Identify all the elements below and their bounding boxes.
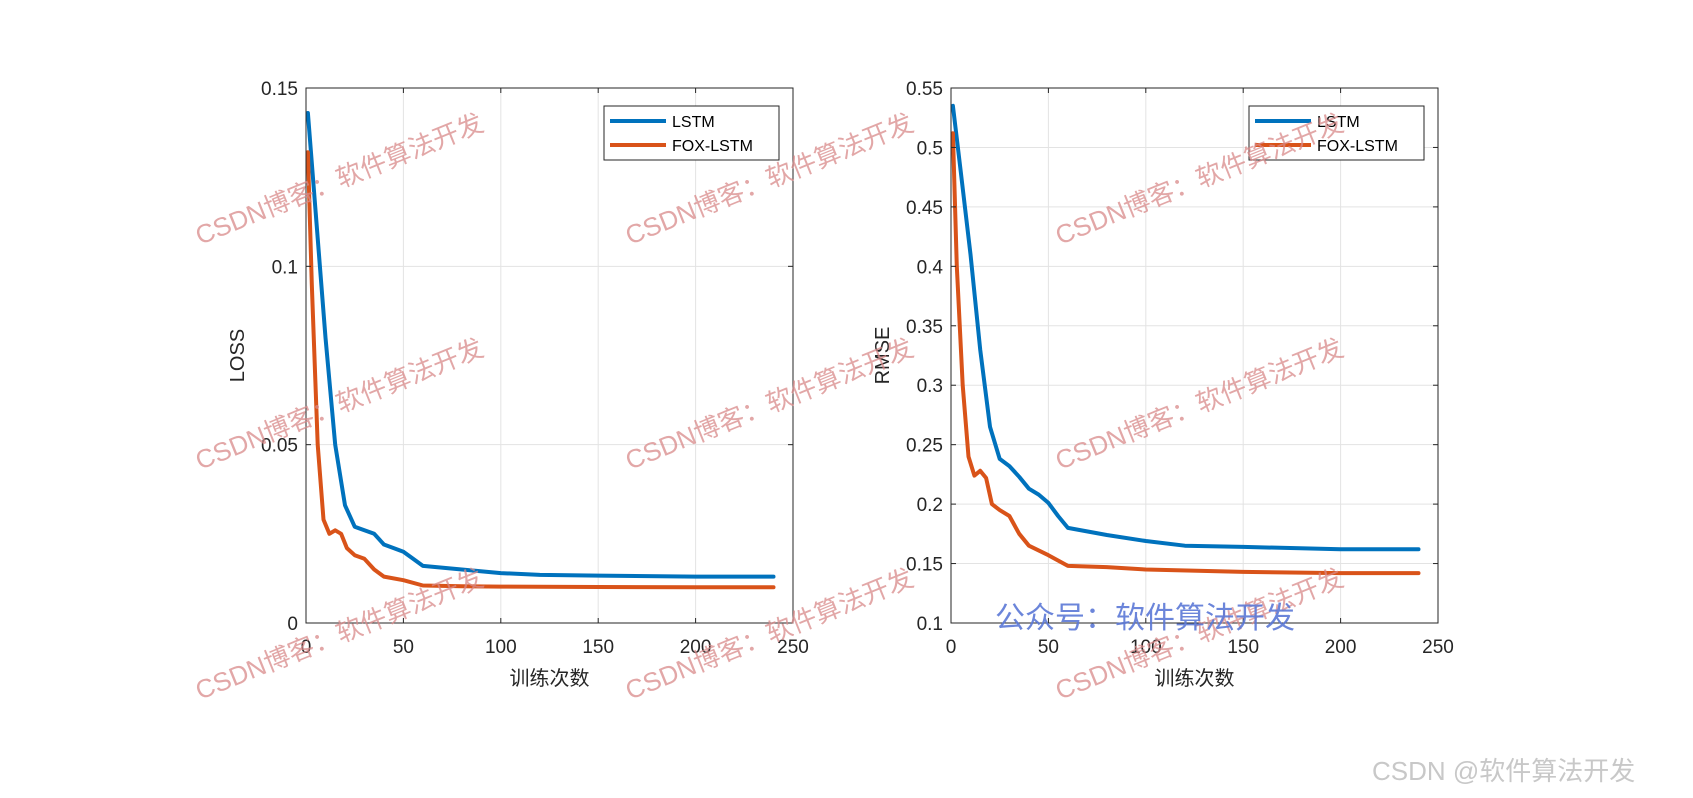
- loss-series-fox-lstm: [305, 150, 776, 590]
- rmse-ytick-label: 0.25: [906, 436, 943, 457]
- rmse-ytick-label: 0.5: [917, 138, 943, 159]
- rmse-ytick-label: 0.35: [906, 317, 943, 338]
- rmse-ticks: 0 50 100 150 200 250 0.1 0.15 0.2 0.25 0.3 0.35 0.4 0…: [906, 79, 1454, 658]
- rmse-series-lstm: [950, 103, 1421, 552]
- loss-ytick-label: 0.15: [261, 79, 298, 100]
- loss-axes-frame: [305, 87, 794, 624]
- blue-watermark: 公众号：软件算法开发: [995, 602, 1295, 635]
- loss-legend: LSTM FOX-LSTM: [603, 105, 780, 161]
- rmse-ytick-label: 0.3: [917, 376, 943, 397]
- rmse-chart: 0 50 100 150 200 250 0.1 0.15 0.2 0.25 0.3 0.35 0.4 0…: [872, 79, 1454, 690]
- rmse-ytick-label: 0.2: [917, 495, 943, 516]
- loss-ytick-label: 0: [287, 614, 298, 635]
- rmse-series-fox-lstm: [950, 131, 1421, 576]
- rmse-xtick-label: 250: [1422, 637, 1454, 658]
- credit-watermark: CSDN @软件算法开发: [1372, 756, 1635, 786]
- rmse-series: [950, 103, 1421, 576]
- rmse-xlabel: 训练次数: [1155, 667, 1235, 690]
- loss-xlabel: 训练次数: [510, 667, 590, 690]
- rmse-axes-frame: [950, 87, 1439, 624]
- loss-xtick-label: 200: [680, 637, 712, 658]
- rmse-legend: LSTM FOX-LSTM: [1248, 105, 1425, 161]
- rmse-xtick-label: 50: [1038, 637, 1059, 658]
- rmse-xtick-label: 200: [1325, 637, 1357, 658]
- loss-ylabel: LOSS: [227, 329, 249, 382]
- rmse-legend-box: [1248, 105, 1425, 161]
- rmse-ytick-label: 0.15: [906, 555, 943, 576]
- loss-chart: 0 50 100 150 200 250 0 0.05 0.1 0.15 训练次数 LOSS LS…: [227, 79, 809, 690]
- rmse-legend-label: FOX-LSTM: [1317, 138, 1398, 155]
- loss-xtick-label: 50: [393, 637, 414, 658]
- rmse-ytick-label: 0.4: [917, 257, 944, 278]
- loss-legend-label: LSTM: [672, 114, 715, 131]
- loss-series-lstm: [305, 111, 776, 579]
- rmse-ytick-label: 0.55: [906, 79, 943, 100]
- loss-xtick-label: 250: [777, 637, 809, 658]
- loss-legend-box: [603, 105, 780, 161]
- loss-xtick-label: 0: [301, 637, 312, 658]
- rmse-legend-label: LSTM: [1317, 114, 1360, 131]
- loss-series: [305, 111, 776, 590]
- loss-ytick-label: 0.1: [272, 257, 298, 278]
- rmse-ytick-label: 0.1: [917, 614, 943, 635]
- loss-ticks: 0 50 100 150 200 250 0 0.05 0.1 0.15: [261, 79, 809, 658]
- rmse-ytick-label: 0.45: [906, 198, 943, 219]
- loss-xtick-label: 150: [582, 637, 614, 658]
- loss-legend-label: FOX-LSTM: [672, 138, 753, 155]
- rmse-xtick-label: 100: [1130, 637, 1162, 658]
- loss-xtick-label: 100: [485, 637, 517, 658]
- rmse-xtick-label: 150: [1227, 637, 1259, 658]
- rmse-xtick-label: 0: [946, 637, 957, 658]
- rmse-ylabel: RMSE: [872, 327, 894, 385]
- loss-ytick-label: 0.05: [261, 436, 298, 457]
